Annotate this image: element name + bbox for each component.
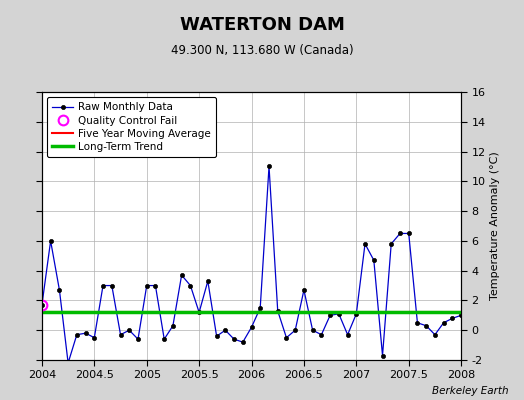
Raw Monthly Data: [126, 328, 133, 333]
Raw Monthly Data: [388, 242, 395, 246]
Text: 49.300 N, 113.680 W (Canada): 49.300 N, 113.680 W (Canada): [171, 44, 353, 57]
Raw Monthly Data: [196, 310, 202, 315]
Raw Monthly Data: [406, 231, 412, 236]
Raw Monthly Data: [248, 325, 255, 330]
Raw Monthly Data: [458, 313, 464, 318]
Raw Monthly Data: [283, 335, 290, 340]
Raw Monthly Data: [91, 335, 97, 340]
Raw Monthly Data: [318, 332, 324, 337]
Raw Monthly Data: [266, 164, 272, 169]
Raw Monthly Data: [327, 313, 333, 318]
Raw Monthly Data: [48, 238, 54, 243]
Raw Monthly Data: [161, 337, 167, 342]
Raw Monthly Data: [56, 288, 62, 292]
Raw Monthly Data: [344, 332, 351, 337]
Y-axis label: Temperature Anomaly (°C): Temperature Anomaly (°C): [490, 152, 500, 300]
Line: Raw Monthly Data: Raw Monthly Data: [40, 164, 463, 365]
Raw Monthly Data: [144, 283, 150, 288]
Raw Monthly Data: [205, 279, 211, 284]
Text: WATERTON DAM: WATERTON DAM: [180, 16, 344, 34]
Raw Monthly Data: [310, 328, 316, 333]
Raw Monthly Data: [362, 242, 368, 246]
Raw Monthly Data: [275, 308, 281, 313]
Raw Monthly Data: [117, 332, 124, 337]
Raw Monthly Data: [74, 332, 80, 337]
Raw Monthly Data: [257, 306, 264, 310]
Raw Monthly Data: [397, 231, 403, 236]
Raw Monthly Data: [65, 360, 71, 365]
Raw Monthly Data: [152, 283, 159, 288]
Raw Monthly Data: [423, 323, 429, 328]
Raw Monthly Data: [353, 312, 359, 316]
Raw Monthly Data: [370, 258, 377, 263]
Raw Monthly Data: [336, 312, 342, 316]
Raw Monthly Data: [231, 337, 237, 342]
Raw Monthly Data: [82, 331, 89, 336]
Raw Monthly Data: [108, 283, 115, 288]
Raw Monthly Data: [292, 328, 298, 333]
Raw Monthly Data: [441, 320, 447, 325]
Raw Monthly Data: [187, 283, 193, 288]
Raw Monthly Data: [449, 316, 455, 321]
Raw Monthly Data: [135, 337, 141, 342]
Raw Monthly Data: [100, 283, 106, 288]
Raw Monthly Data: [414, 320, 421, 325]
Raw Monthly Data: [213, 334, 220, 338]
Legend: Raw Monthly Data, Quality Control Fail, Five Year Moving Average, Long-Term Tren: Raw Monthly Data, Quality Control Fail, …: [47, 97, 216, 157]
Raw Monthly Data: [179, 273, 185, 278]
Text: Berkeley Earth: Berkeley Earth: [432, 386, 508, 396]
Raw Monthly Data: [379, 353, 386, 358]
Raw Monthly Data: [239, 340, 246, 344]
Raw Monthly Data: [170, 323, 176, 328]
Raw Monthly Data: [432, 332, 438, 337]
Raw Monthly Data: [39, 302, 45, 307]
Raw Monthly Data: [222, 328, 228, 333]
Raw Monthly Data: [301, 288, 307, 292]
